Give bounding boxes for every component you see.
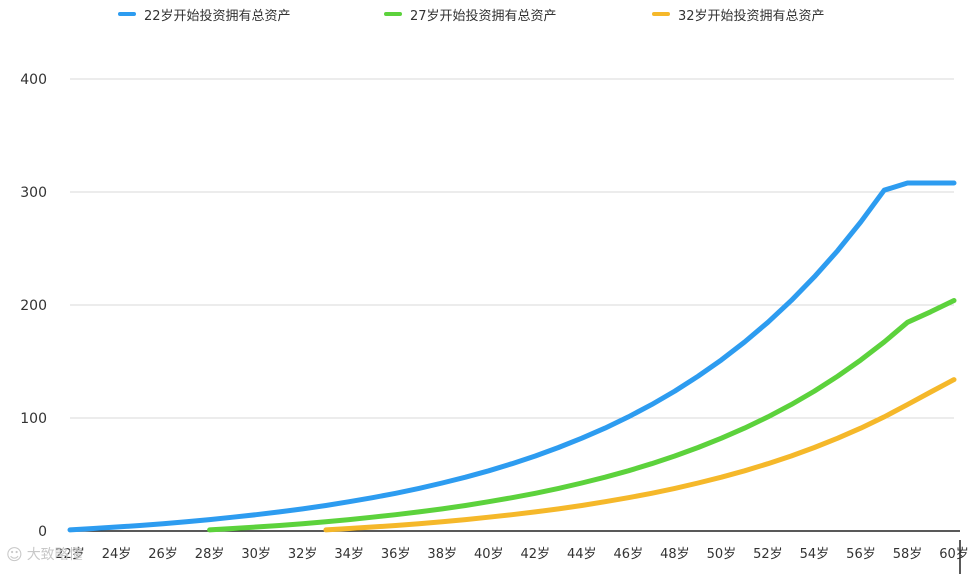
x-tick-label: 60岁 [939,547,969,562]
x-axis-ticks: 22岁 24岁 26岁 28岁 30岁 32岁 34岁 36岁 38岁 40岁 42岁 44岁 46岁 4… [55,547,969,562]
x-tick-label: 30岁 [241,547,271,562]
x-tick-label: 36岁 [381,547,411,562]
x-tick-label: 24岁 [102,547,132,562]
x-tick-label: 38岁 [427,547,457,562]
x-tick-label: 42岁 [520,547,550,562]
legend-label: 32岁开始投资拥有总资产 [678,8,825,24]
legend-swatch [652,12,670,16]
x-tick-label: 54岁 [800,547,830,562]
watermark-logo-icon: ☺ [6,544,23,564]
x-tick-label: 44岁 [567,547,597,562]
x-tick-label: 58岁 [893,547,923,562]
legend-item: 27岁开始投资拥有总资产 [384,4,557,24]
legend: 22岁开始投资拥有总资产 27岁开始投资拥有总资产 32岁开始投资拥有总资产 [0,0,978,28]
legend-swatch [384,12,402,16]
x-tick-label: 46岁 [614,547,644,562]
y-tick-label: 200 [20,298,47,314]
grid-lines [70,78,954,419]
legend-label: 27岁开始投资拥有总资产 [410,8,557,24]
y-tick-label: 300 [20,185,47,201]
legend-item: 22岁开始投资拥有总资产 [118,4,291,24]
y-tick-label: 100 [20,411,47,427]
x-tick-label: 50岁 [707,547,737,562]
y-axis-ticks: 0 100 200 300 400 [20,72,47,540]
legend-swatch [118,12,136,16]
legend-label: 22岁开始投资拥有总资产 [144,8,291,24]
x-tick-label: 26岁 [148,547,178,562]
series-line-3 [323,377,957,533]
y-tick-label: 0 [38,524,47,540]
watermark-text: 大致略懂 [26,547,83,563]
watermark: ☺ 大致略懂 [6,544,83,564]
x-tick-label: 28岁 [195,547,225,562]
series-lines [67,180,957,533]
legend-item: 32岁开始投资拥有总资产 [652,4,825,24]
y-tick-label: 400 [20,72,47,88]
x-tick-label: 32岁 [288,547,318,562]
x-tick-label: 56岁 [846,547,876,562]
series-line-1 [67,180,957,533]
x-tick-label: 34岁 [334,547,364,562]
series-line-2 [207,298,957,533]
x-tick-label: 40岁 [474,547,504,562]
x-tick-label: 48岁 [660,547,690,562]
x-tick-label: 22岁 [55,547,85,562]
x-tick-label: 52岁 [753,547,783,562]
